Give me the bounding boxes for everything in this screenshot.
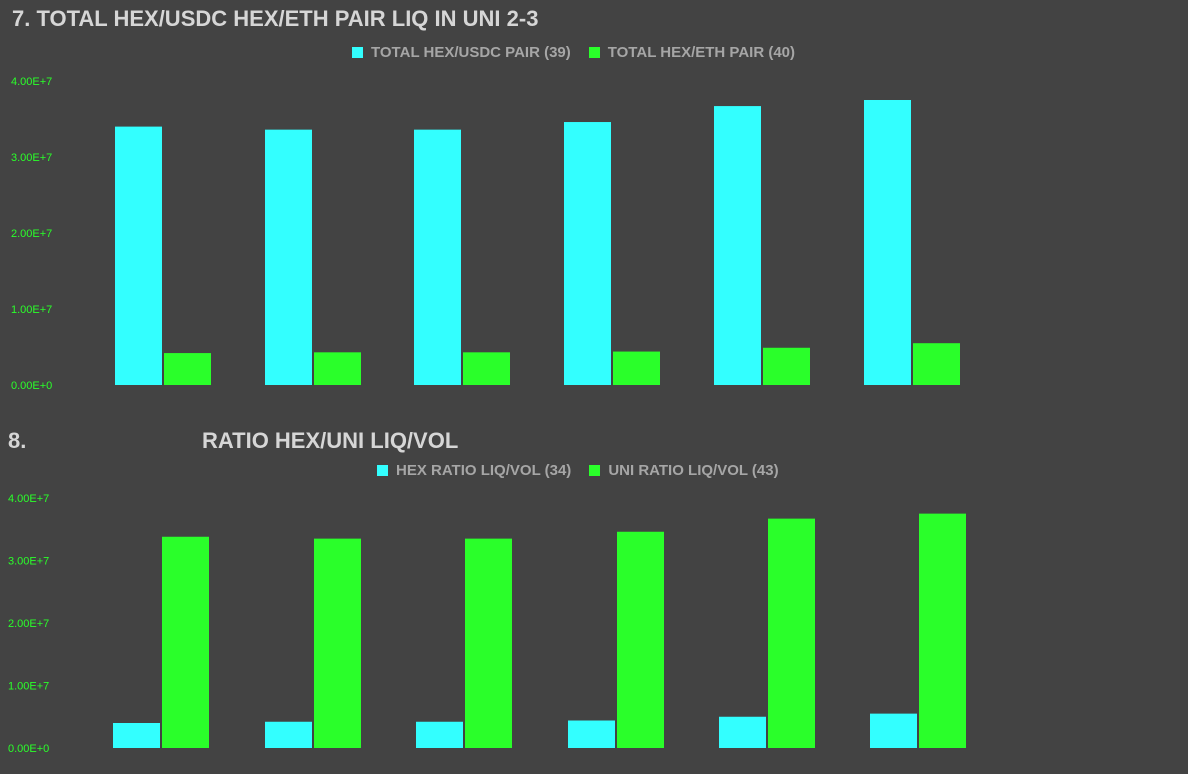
legend-swatch-hex-ratio <box>377 465 388 476</box>
legend-item-eth[interactable]: TOTAL HEX/ETH PAIR (40) <box>588 44 795 61</box>
chart-8-plot: 0.00E+0 1.00E+7 2.00E+7 3.00E+7 4.00E+7 <box>8 493 966 755</box>
chart-8-bar-series-1-group-3[interactable] <box>416 721 463 748</box>
chart-7-plot: 0.00E+0 1.00E+7 2.00E+7 3.00E+7 4.00E+7 <box>11 76 960 392</box>
chart-8-y-tick-label: 0.00E+0 <box>8 743 49 755</box>
chart-8-y-tick-label: 3.00E+7 <box>8 556 49 568</box>
legend-label-usdc: TOTAL HEX/USDC PAIR (39) <box>371 44 571 61</box>
chart-8-bar-series-2-group-5[interactable] <box>768 518 815 748</box>
chart-7-title: 7. TOTAL HEX/USDC HEX/ETH PAIR LIQ IN UN… <box>12 6 539 31</box>
chart-7-bar-series-1-group-6[interactable] <box>864 100 911 385</box>
chart-8-y-tick-label: 4.00E+7 <box>8 493 49 505</box>
chart-8-bar-series-1-group-5[interactable] <box>719 716 766 748</box>
chart-8-bar-series-2-group-6[interactable] <box>919 513 966 748</box>
chart-7-y-tick-label: 1.00E+7 <box>11 304 52 316</box>
chart-7-bar-series-2-group-1[interactable] <box>164 353 211 385</box>
chart-7-y-tick-label: 3.00E+7 <box>11 152 52 164</box>
chart-7-bar-series-2-group-5[interactable] <box>763 347 810 385</box>
legend-label-eth: TOTAL HEX/ETH PAIR (40) <box>607 44 795 61</box>
legend-label-uni-ratio: UNI RATIO LIQ/VOL (43) <box>608 462 779 479</box>
chart-8-bar-series-1-group-4[interactable] <box>568 720 615 749</box>
chart-7-bar-series-1-group-2[interactable] <box>265 129 312 385</box>
chart-7-bar-series-1-group-4[interactable] <box>564 122 611 385</box>
chart-7-bar-series-1-group-1[interactable] <box>115 126 162 385</box>
chart-7-y-tick-label: 0.00E+0 <box>11 380 52 392</box>
chart-panel-8: 8. RATIO HEX/UNI LIQ/VOL HEX RATIO LIQ/V… <box>0 418 1188 774</box>
chart-8-bar-series-2-group-1[interactable] <box>162 536 209 748</box>
chart-8-bar-series-1-group-1[interactable] <box>113 723 160 748</box>
chart-7-y-tick-label: 2.00E+7 <box>11 228 52 240</box>
legend-item-uni-ratio[interactable]: UNI RATIO LIQ/VOL (43) <box>589 462 779 479</box>
chart-8-bar-series-2-group-2[interactable] <box>314 538 361 748</box>
chart-8-bar-series-2-group-4[interactable] <box>617 531 664 748</box>
chart-7-bar-series-1-group-5[interactable] <box>714 106 761 385</box>
chart-7-bar-series-2-group-6[interactable] <box>913 343 960 385</box>
legend-item-hex-ratio[interactable]: HEX RATIO LIQ/VOL (34) <box>377 462 571 479</box>
chart-7-bar-series-2-group-4[interactable] <box>613 351 660 385</box>
legend-label-hex-ratio: HEX RATIO LIQ/VOL (34) <box>396 462 572 479</box>
legend-item-usdc[interactable]: TOTAL HEX/USDC PAIR (39) <box>352 44 571 61</box>
chart-8-number: 8. <box>8 428 27 453</box>
chart-8-bar-series-2-group-3[interactable] <box>465 538 512 748</box>
chart-7-bar-series-2-group-2[interactable] <box>314 352 361 385</box>
chart-7-bar-series-2-group-3[interactable] <box>463 352 510 385</box>
chart-8-bar-series-1-group-6[interactable] <box>870 713 917 748</box>
chart-7-y-tick-label: 4.00E+7 <box>11 76 52 88</box>
chart-panel-7: 7. TOTAL HEX/USDC HEX/ETH PAIR LIQ IN UN… <box>11 6 960 392</box>
chart-8-y-tick-label: 2.00E+7 <box>8 618 49 630</box>
chart-8-title: RATIO HEX/UNI LIQ/VOL <box>202 428 459 453</box>
legend-swatch-eth <box>588 47 600 58</box>
chart-7-legend: TOTAL HEX/USDC PAIR (39) TOTAL HEX/ETH P… <box>352 44 807 61</box>
chart-7-bar-series-1-group-3[interactable] <box>414 129 461 385</box>
chart-8-y-tick-label: 1.00E+7 <box>8 681 49 693</box>
legend-swatch-uni-ratio <box>589 465 601 476</box>
legend-swatch-usdc <box>352 47 363 58</box>
chart-8-legend: HEX RATIO LIQ/VOL (34) UNI RATIO LIQ/VOL… <box>377 462 791 479</box>
chart-8-bar-series-1-group-2[interactable] <box>265 721 312 748</box>
